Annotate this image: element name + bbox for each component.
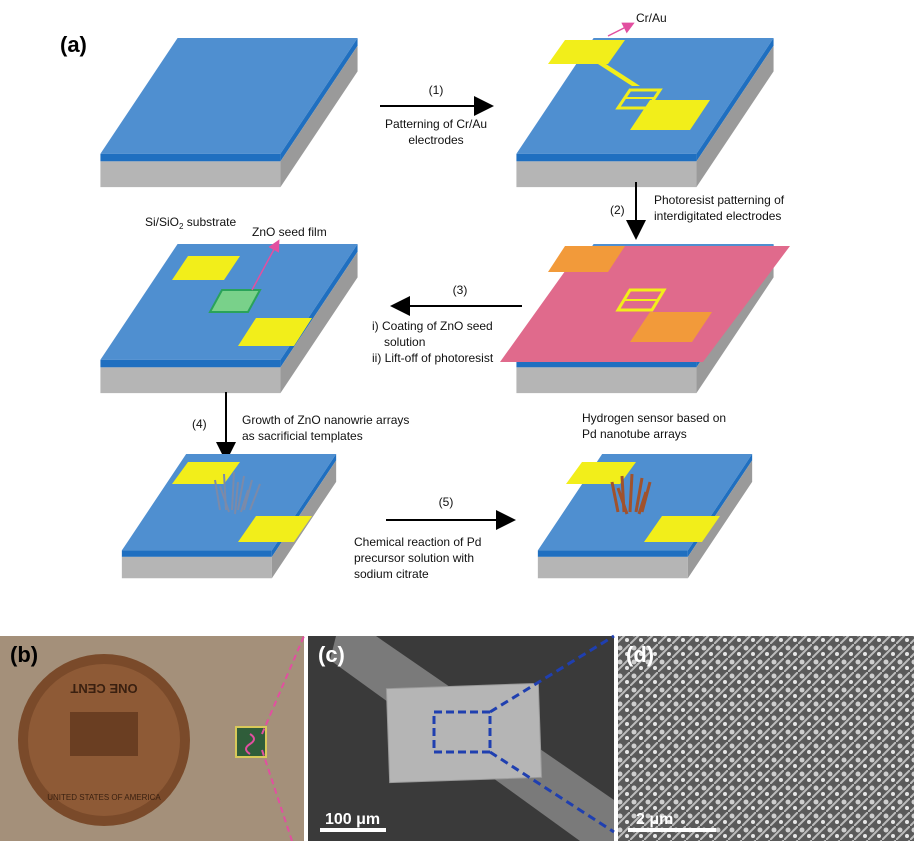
zoom-line-c-top xyxy=(489,634,615,714)
cr-au-label: Cr/Au xyxy=(636,11,667,25)
scale-label-d: 2 μm xyxy=(636,811,673,828)
step2-line1: Photoresist patterning of xyxy=(654,193,785,207)
pd-nanotubes xyxy=(610,473,652,515)
coin-top-text: ONE CENT xyxy=(70,681,137,696)
step4-line2: as sacrificial templates xyxy=(242,429,363,443)
panel-d-sem: 2 μm xyxy=(618,636,914,841)
step3-line2: solution xyxy=(384,335,425,349)
panel-a-label: (a) xyxy=(60,32,87,57)
step3-line1: i) Coating of ZnO seed xyxy=(372,319,493,333)
photoresist-layer xyxy=(500,246,790,362)
zno-seed-film xyxy=(208,289,262,313)
cr-au-pointer xyxy=(607,22,635,37)
panel-c-label: (c) xyxy=(318,642,345,667)
pd-nanotube-slab xyxy=(537,454,753,579)
substrate-label: Si/SiO2 substrate xyxy=(145,215,236,231)
nanowire-slab xyxy=(121,454,337,579)
pad-top xyxy=(548,40,625,64)
zno-nanowires xyxy=(214,471,261,515)
scale-label-c: 100 μm xyxy=(325,811,380,828)
photoresist-slab xyxy=(500,244,790,394)
zno-seed-label: ZnO seed film xyxy=(252,225,327,239)
step5-line1: Chemical reaction of Pd xyxy=(354,535,481,549)
step5-line2: precursor solution with xyxy=(354,551,474,565)
step1-number: (1) xyxy=(429,83,444,97)
zoom-line-top xyxy=(261,635,305,735)
scale-bar-d xyxy=(628,828,716,832)
step4-line1: Growth of ZnO nanowrie arrays xyxy=(242,413,409,427)
panel-b-label: (b) xyxy=(10,642,38,667)
zno-seed-pointer xyxy=(251,239,280,291)
step1-line2: electrodes xyxy=(408,133,463,147)
zoom-line-c-bottom xyxy=(489,750,615,834)
zno-seed-slab xyxy=(100,244,358,394)
coin-bottom-text: UNITED STATES OF AMERICA xyxy=(47,793,161,802)
electrode-slab xyxy=(516,38,774,188)
step5-number: (5) xyxy=(439,495,454,509)
sensing-pad xyxy=(385,682,543,784)
final-label-line2: Pd nanotube arrays xyxy=(582,427,687,441)
idt-pattern xyxy=(615,88,663,110)
panel-b-photo: ONE CENT UNITED STATES OF AMERICA xyxy=(0,635,305,841)
step1-line1: Patterning of Cr/Au xyxy=(385,117,487,131)
final-label-line1: Hydrogen sensor based on xyxy=(582,411,726,425)
step3-number: (3) xyxy=(453,283,468,297)
step3-line3: ii) Lift-off of photoresist xyxy=(372,351,494,365)
zoom-box xyxy=(432,710,492,754)
step4-number: (4) xyxy=(192,417,207,431)
sensor-chip xyxy=(235,726,267,758)
panel-d-label: (d) xyxy=(626,642,654,667)
step2-line2: interdigitated electrodes xyxy=(654,209,781,223)
zoom-line-bottom xyxy=(261,749,293,841)
step2-number: (2) xyxy=(610,203,625,217)
substrate-slab xyxy=(100,38,358,188)
panel-c-sem: 100 μm xyxy=(308,634,615,841)
scale-bar-c xyxy=(320,828,386,832)
step5-line3: sodium citrate xyxy=(354,567,429,581)
